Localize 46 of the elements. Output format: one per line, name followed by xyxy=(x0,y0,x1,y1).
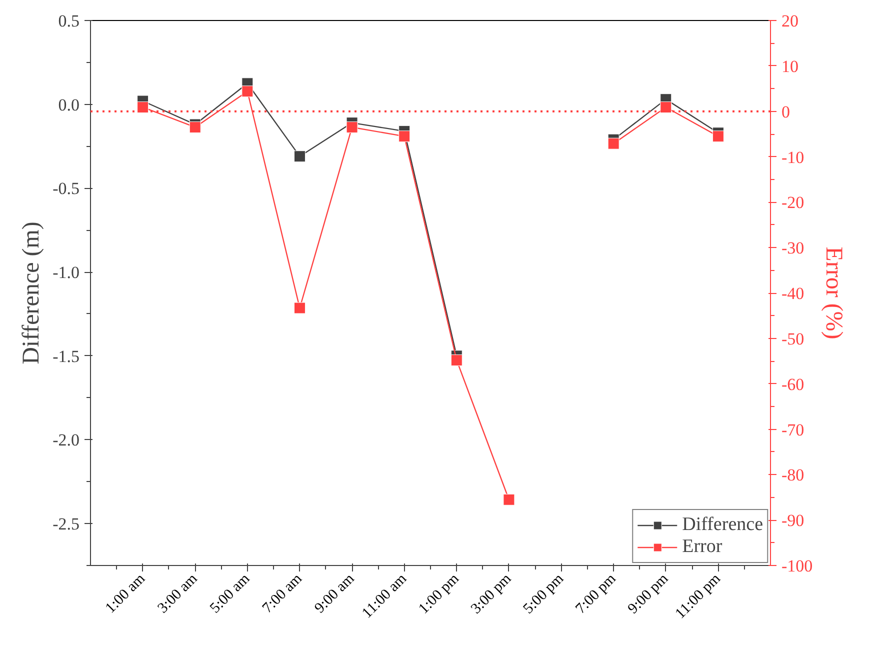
y2-axis-title: Error (%) xyxy=(820,246,847,340)
point xyxy=(608,138,620,150)
point xyxy=(660,101,672,113)
x-tick-label: 1:00 pm xyxy=(416,570,463,618)
x-tick-label: 3:00 pm xyxy=(468,570,515,618)
y2-tick-label: -70 xyxy=(782,420,804,440)
point xyxy=(242,86,254,98)
legend-label: Difference xyxy=(682,514,763,536)
y-tick-label: -0.5 xyxy=(52,179,80,198)
x-tick-label: 9:00 am xyxy=(312,570,358,617)
x-tick-label: 5:00 pm xyxy=(520,570,568,618)
x-tick-label: 3:00 am xyxy=(154,570,202,617)
y2-tick-label: -100 xyxy=(782,556,813,576)
y2-tick-label: 10 xyxy=(782,56,798,76)
y-tick-label: 0.0 xyxy=(58,95,80,114)
point xyxy=(503,494,515,506)
y2-tick-label: 20 xyxy=(782,12,798,30)
y-axis-title: Difference (m) xyxy=(18,222,45,364)
x-tick-label: 1:00 am xyxy=(102,570,149,617)
y-tick-label: 0.5 xyxy=(58,12,80,30)
y-tick-label: -1.5 xyxy=(52,346,80,366)
y2-tick-label: -90 xyxy=(782,511,804,530)
y2-tick-label: 0 xyxy=(782,102,790,122)
y2-tick-label: -30 xyxy=(782,238,804,258)
x-tick-label: 5:00 am xyxy=(207,570,254,617)
x-tick-label: 7:00 am xyxy=(260,570,306,617)
y-tick-label: -1.0 xyxy=(52,263,80,282)
point xyxy=(189,121,201,133)
y2-tick-label: -20 xyxy=(782,193,804,212)
x-tick-label: 9:00 pm xyxy=(625,570,672,618)
x-tick-label: 7:00 pm xyxy=(572,570,620,618)
y-tick-label: -2.5 xyxy=(52,514,80,534)
y2-tick-label: -80 xyxy=(782,466,804,485)
point xyxy=(712,130,724,142)
point xyxy=(294,302,306,314)
point xyxy=(398,130,410,142)
point xyxy=(294,150,306,162)
y2-tick-label: -50 xyxy=(782,329,804,348)
y-tick-label: -2.0 xyxy=(52,430,80,450)
point xyxy=(137,101,149,113)
y2-tick-label: -40 xyxy=(782,284,804,303)
y2-tick-label: -10 xyxy=(782,148,804,167)
point xyxy=(346,121,358,133)
y2-tick-label: -60 xyxy=(782,374,804,394)
point xyxy=(450,354,462,366)
legend-label: Error xyxy=(682,536,722,558)
